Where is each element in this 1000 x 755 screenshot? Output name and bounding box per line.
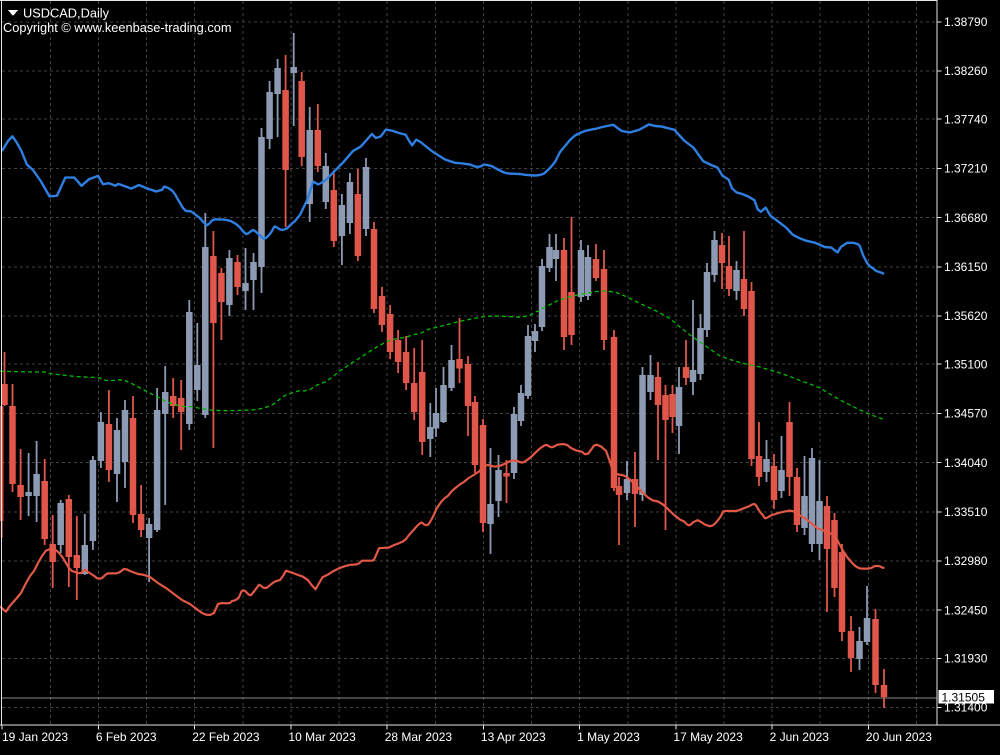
svg-text:Copyright © www.keenbase-tradi: Copyright © www.keenbase-trading.com bbox=[3, 20, 232, 35]
svg-text:1.37740: 1.37740 bbox=[944, 112, 988, 126]
svg-text:1.34040: 1.34040 bbox=[944, 456, 988, 470]
svg-text:1.34570: 1.34570 bbox=[944, 407, 988, 421]
svg-text:1.37210: 1.37210 bbox=[944, 162, 988, 176]
svg-text:6 Feb 2023: 6 Feb 2023 bbox=[96, 730, 157, 744]
svg-text:1.36680: 1.36680 bbox=[944, 211, 988, 225]
svg-text:1.35620: 1.35620 bbox=[944, 309, 988, 323]
svg-text:1.31930: 1.31930 bbox=[944, 652, 988, 666]
svg-text:1.38260: 1.38260 bbox=[944, 64, 988, 78]
svg-text:1.36150: 1.36150 bbox=[944, 260, 988, 274]
svg-text:17 May 2023: 17 May 2023 bbox=[673, 730, 743, 744]
svg-text:13 Apr 2023: 13 Apr 2023 bbox=[481, 730, 546, 744]
svg-text:1.32980: 1.32980 bbox=[944, 554, 988, 568]
svg-text:19 Jan 2023: 19 Jan 2023 bbox=[2, 730, 68, 744]
svg-text:2 Jun 2023: 2 Jun 2023 bbox=[770, 730, 830, 744]
svg-text:1.32450: 1.32450 bbox=[944, 603, 988, 617]
svg-text:10 Mar 2023: 10 Mar 2023 bbox=[288, 730, 356, 744]
svg-text:USDCAD,Daily: USDCAD,Daily bbox=[23, 6, 110, 21]
svg-text:1 May 2023: 1 May 2023 bbox=[577, 730, 640, 744]
svg-text:22 Feb 2023: 22 Feb 2023 bbox=[192, 730, 260, 744]
svg-text:1.33510: 1.33510 bbox=[944, 505, 988, 519]
svg-text:1.38790: 1.38790 bbox=[944, 15, 988, 29]
svg-text:20 Jun 2023: 20 Jun 2023 bbox=[866, 730, 932, 744]
svg-text:28 Mar 2023: 28 Mar 2023 bbox=[385, 730, 453, 744]
svg-text:1.31400: 1.31400 bbox=[944, 701, 988, 715]
svg-text:1.35100: 1.35100 bbox=[944, 357, 988, 371]
svg-text:1.31505: 1.31505 bbox=[942, 691, 986, 705]
